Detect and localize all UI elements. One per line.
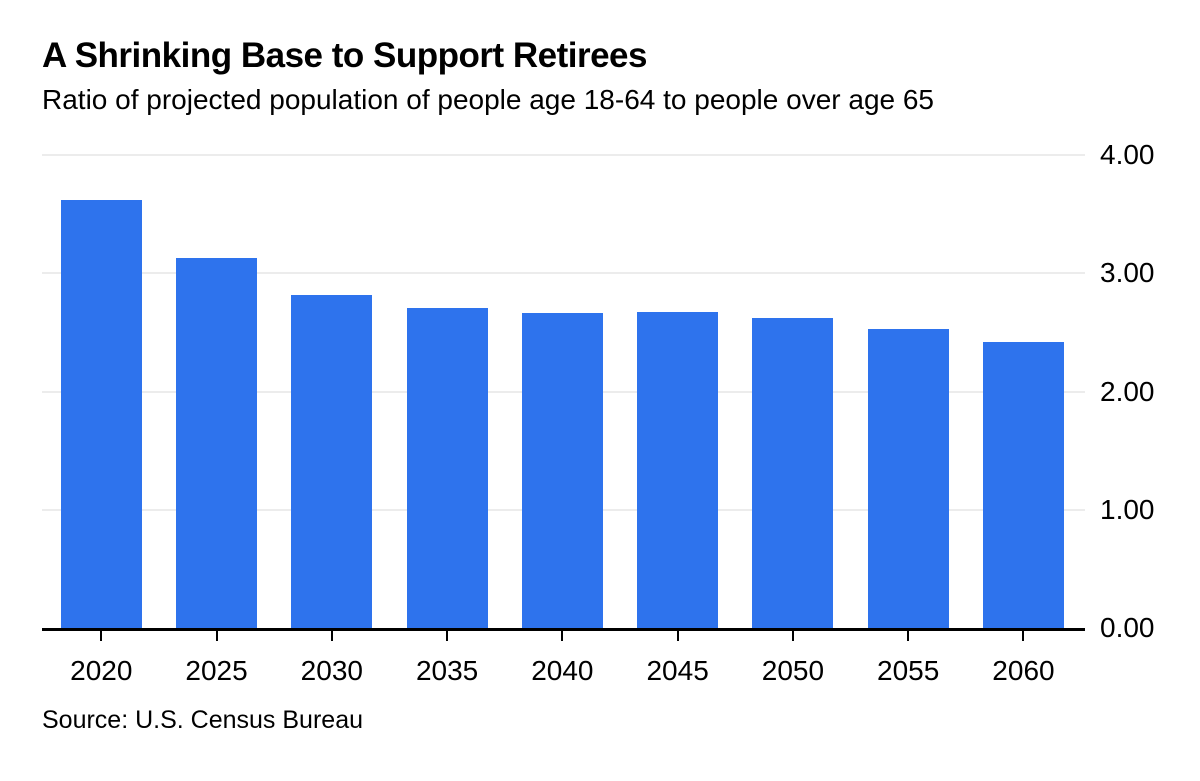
- x-axis-label: 2035: [415, 655, 479, 686]
- bar-2060: [982, 341, 1064, 628]
- bar-2020: [60, 199, 142, 628]
- x-axis-label: 2045: [646, 655, 709, 686]
- y-axis-label: 4.00: [1100, 139, 1155, 170]
- bar-2040: [521, 313, 603, 628]
- bar-2025: [176, 257, 258, 628]
- y-axis-label: 3.00: [1100, 257, 1155, 289]
- x-axis-label: 2050: [761, 655, 825, 686]
- bar-2055: [867, 328, 949, 628]
- bar-chart-plot: 4.00 3.00 2.00 1.00 0.00 2020 2025 2030 2035 2040…: [42, 141, 1155, 686]
- tick-mark: [100, 631, 103, 641]
- x-axis-label: 2060: [992, 655, 1055, 686]
- gridline-y4.00: [42, 154, 1085, 156]
- tick-mark: [215, 631, 218, 641]
- tick-mark: [446, 631, 449, 641]
- bar-2050: [752, 318, 834, 628]
- tick-mark: [676, 631, 679, 641]
- x-axis-label: 2055: [877, 655, 940, 686]
- x-axis-label: 2040: [531, 655, 594, 686]
- tick-mark: [791, 631, 794, 641]
- bar-2035: [406, 307, 488, 628]
- tick-mark: [330, 631, 333, 641]
- bar-2030: [291, 294, 373, 628]
- y-axis-label: 1.00: [1100, 493, 1155, 525]
- y-axis-label: 2.00: [1100, 375, 1155, 407]
- x-axis-label: 2030: [300, 655, 363, 686]
- tick-mark: [907, 631, 910, 641]
- tick-mark: [561, 631, 564, 641]
- tick-mark: [1022, 631, 1025, 641]
- source-note: Source: U.S. Census Bureau: [42, 706, 363, 734]
- bar-2045: [637, 312, 719, 628]
- x-axis-label: 2025: [185, 655, 248, 686]
- gridline-y3.00: [42, 272, 1085, 275]
- chart-subtitle: Ratio of projected population of people …: [42, 84, 935, 115]
- y-axis-label: 0.00: [1100, 612, 1155, 643]
- x-axis-label: 2020: [70, 655, 133, 686]
- chart-title: A Shrinking Base to Support Retirees: [42, 36, 647, 75]
- x-axis-line: [42, 628, 1085, 631]
